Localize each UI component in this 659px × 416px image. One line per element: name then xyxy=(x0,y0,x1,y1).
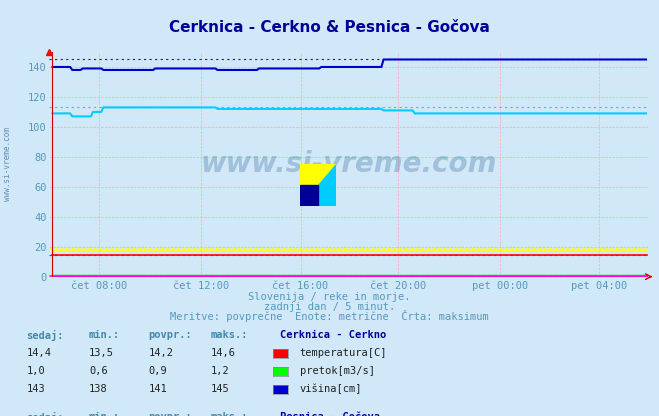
Text: sedaj:: sedaj: xyxy=(26,330,64,341)
Text: Slovenija / reke in morje.: Slovenija / reke in morje. xyxy=(248,292,411,302)
Text: 141: 141 xyxy=(148,384,167,394)
Polygon shape xyxy=(300,185,318,206)
Text: 14,4: 14,4 xyxy=(26,348,51,358)
Text: sedaj:: sedaj: xyxy=(26,412,64,416)
Text: Pesnica - Gočova: Pesnica - Gočova xyxy=(280,412,380,416)
Text: Meritve: povprečne  Enote: metrične  Črta: maksimum: Meritve: povprečne Enote: metrične Črta:… xyxy=(170,310,489,322)
Text: www.si-vreme.com: www.si-vreme.com xyxy=(3,127,13,201)
Text: 143: 143 xyxy=(26,384,45,394)
Text: 0,6: 0,6 xyxy=(89,366,107,376)
Text: povpr.:: povpr.: xyxy=(148,330,192,340)
Polygon shape xyxy=(300,164,336,206)
Text: www.si-vreme.com: www.si-vreme.com xyxy=(201,150,498,178)
Text: zadnji dan / 5 minut.: zadnji dan / 5 minut. xyxy=(264,302,395,312)
Text: 13,5: 13,5 xyxy=(89,348,114,358)
Text: Cerknica - Cerkno: Cerknica - Cerkno xyxy=(280,330,386,340)
Text: 1,0: 1,0 xyxy=(26,366,45,376)
Text: maks.:: maks.: xyxy=(211,330,248,340)
Text: temperatura[C]: temperatura[C] xyxy=(300,348,387,358)
Text: 138: 138 xyxy=(89,384,107,394)
Text: maks.:: maks.: xyxy=(211,412,248,416)
Polygon shape xyxy=(300,164,336,206)
Text: Cerknica - Cerkno & Pesnica - Gočova: Cerknica - Cerkno & Pesnica - Gočova xyxy=(169,20,490,35)
Text: višina[cm]: višina[cm] xyxy=(300,384,362,394)
Text: pretok[m3/s]: pretok[m3/s] xyxy=(300,366,375,376)
Text: 14,2: 14,2 xyxy=(148,348,173,358)
Text: 14,6: 14,6 xyxy=(211,348,236,358)
Text: povpr.:: povpr.: xyxy=(148,412,192,416)
Text: 1,2: 1,2 xyxy=(211,366,229,376)
Text: 0,9: 0,9 xyxy=(148,366,167,376)
Text: min.:: min.: xyxy=(89,412,120,416)
Text: 145: 145 xyxy=(211,384,229,394)
Text: min.:: min.: xyxy=(89,330,120,340)
